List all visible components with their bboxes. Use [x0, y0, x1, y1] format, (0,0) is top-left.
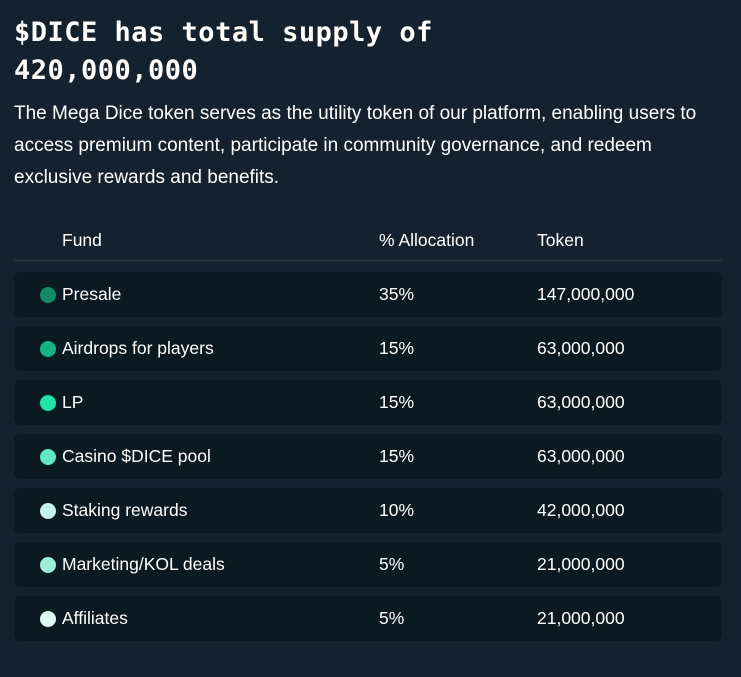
token-description: The Mega Dice token serves as the utilit…: [14, 103, 697, 188]
color-dot-icon: [40, 448, 56, 465]
table-row: Marketing/KOL deals 5% 21,000,000: [14, 542, 722, 587]
token-value: 147,000,000: [537, 284, 635, 304]
allocation-value: 5%: [379, 554, 405, 574]
table-row: LP 15% 63,000,000: [14, 380, 722, 425]
token-value: 21,000,000: [537, 608, 625, 628]
fund-cell: Airdrops for players: [14, 338, 379, 359]
fund-cell: Presale: [14, 284, 379, 305]
color-dot-icon: [40, 556, 56, 573]
table-row: Airdrops for players 15% 63,000,000: [14, 326, 722, 371]
token-value: 42,000,000: [537, 500, 625, 520]
header-fund: Fund: [62, 229, 102, 250]
title-line-2-total-supply: 420,000,000: [14, 55, 199, 86]
fund-name: Airdrops for players: [62, 338, 214, 358]
color-dot-icon: [40, 286, 56, 303]
token-value: 63,000,000: [537, 392, 625, 412]
allocation-value: 35%: [379, 284, 415, 304]
token-value: 63,000,000: [537, 338, 625, 358]
table-row: Staking rewards 10% 42,000,000: [14, 488, 722, 533]
fund-name: LP: [62, 392, 84, 412]
allocation-value: 15%: [379, 338, 415, 358]
token-value: 21,000,000: [537, 554, 625, 574]
allocation-value: 5%: [379, 608, 405, 628]
header-token: Token: [537, 229, 584, 250]
table-row: Casino $DICE pool 15% 63,000,000: [14, 434, 722, 479]
fund-name: Affiliates: [62, 608, 128, 628]
fund-cell: Marketing/KOL deals: [14, 554, 379, 575]
fund-cell: Affiliates: [14, 608, 379, 629]
color-dot-icon: [40, 340, 56, 357]
header-allocation: % Allocation: [379, 229, 475, 250]
fund-cell: Staking rewards: [14, 500, 379, 521]
color-dot-icon: [40, 610, 56, 627]
allocation-value: 10%: [379, 500, 415, 520]
fund-name: Staking rewards: [62, 500, 188, 520]
page-title: $DICE has total supply of 420,000,000: [14, 14, 722, 90]
table-header: Fund % Allocation Token: [14, 220, 722, 261]
table-row: Affiliates 5% 21,000,000: [14, 596, 722, 641]
fund-cell: LP: [14, 392, 379, 413]
allocation-value: 15%: [379, 392, 415, 412]
title-line-1: $DICE has total supply of: [14, 17, 433, 48]
color-dot-icon: [40, 394, 56, 411]
token-supply-section: $DICE has total supply of 420,000,000 Th…: [14, 14, 722, 650]
allocation-table: Fund % Allocation Token Presale 35% 147,…: [14, 220, 722, 641]
color-dot-icon: [40, 502, 56, 519]
fund-name: Marketing/KOL deals: [62, 554, 225, 574]
table-row: Presale 35% 147,000,000: [14, 272, 722, 317]
fund-cell: Casino $DICE pool: [14, 446, 379, 467]
fund-name: Casino $DICE pool: [62, 446, 211, 466]
fund-name: Presale: [62, 284, 122, 304]
token-value: 63,000,000: [537, 446, 625, 466]
allocation-value: 15%: [379, 446, 415, 466]
